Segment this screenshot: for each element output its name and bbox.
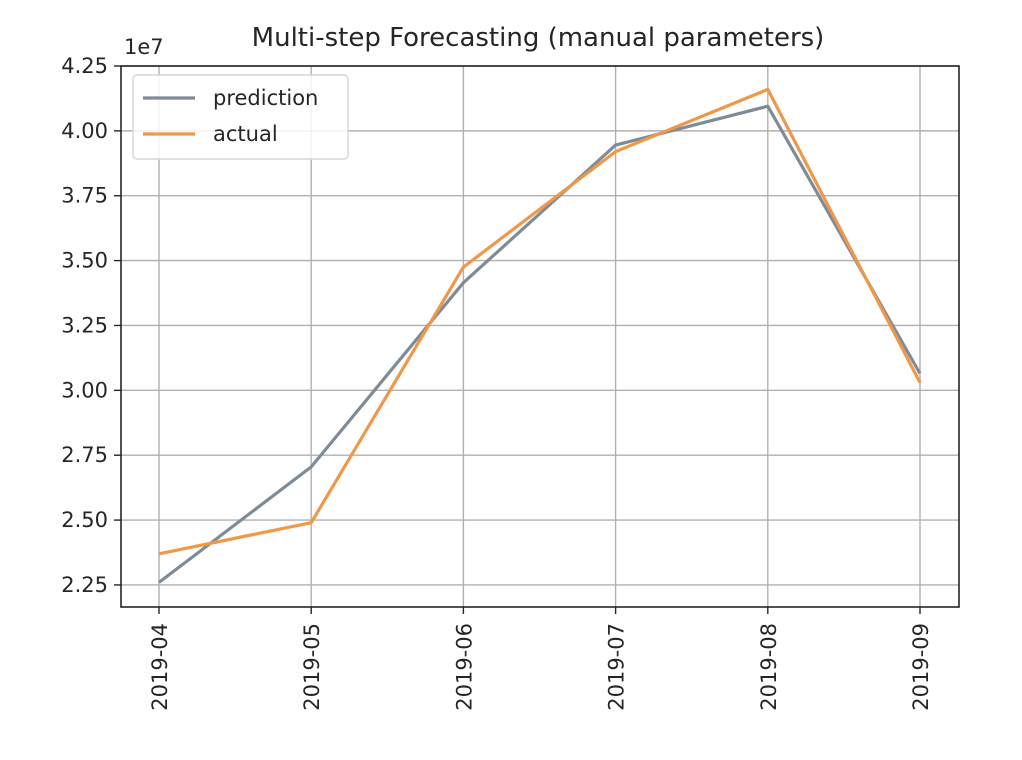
legend-label-actual: actual bbox=[213, 122, 278, 146]
y-offset-label: 1e7 bbox=[124, 35, 164, 59]
x-tick-label: 2019-04 bbox=[148, 623, 172, 711]
x-tick-label: 2019-07 bbox=[605, 623, 629, 711]
y-tick-label: 2.25 bbox=[61, 573, 108, 597]
plot-frame bbox=[120, 65, 960, 608]
series-group bbox=[158, 87, 922, 584]
y-tick-label: 2.50 bbox=[61, 508, 108, 532]
chart-title: Multi-step Forecasting (manual parameter… bbox=[252, 23, 825, 53]
series-line-actual bbox=[158, 87, 922, 556]
y-tick-label: 3.00 bbox=[61, 378, 108, 402]
legend-label-prediction: prediction bbox=[213, 86, 318, 110]
x-tick-label: 2019-08 bbox=[757, 623, 781, 711]
y-tick-label: 2.75 bbox=[61, 443, 108, 467]
y-axis: 2.25 2.50 2.75 3.00 3.25 3.50 3.75 4.00 4.25 bbox=[61, 54, 121, 597]
x-tick-label: 2019-09 bbox=[909, 623, 933, 711]
y-tick-label: 4.00 bbox=[61, 119, 108, 143]
x-tick-label: 2019-06 bbox=[452, 623, 476, 711]
legend: prediction actual bbox=[132, 74, 349, 160]
y-tick-label: 3.75 bbox=[61, 184, 108, 208]
series-line-prediction bbox=[158, 104, 922, 584]
y-tick-label: 4.25 bbox=[61, 54, 108, 78]
y-tick-label: 3.50 bbox=[61, 249, 108, 273]
legend-box bbox=[132, 74, 349, 160]
x-tick-label: 2019-05 bbox=[300, 623, 324, 711]
x-axis: 2019-04 2019-05 2019-06 2019-07 2019-08 2019-… bbox=[148, 607, 933, 711]
y-tick-label: 3.25 bbox=[61, 313, 108, 337]
